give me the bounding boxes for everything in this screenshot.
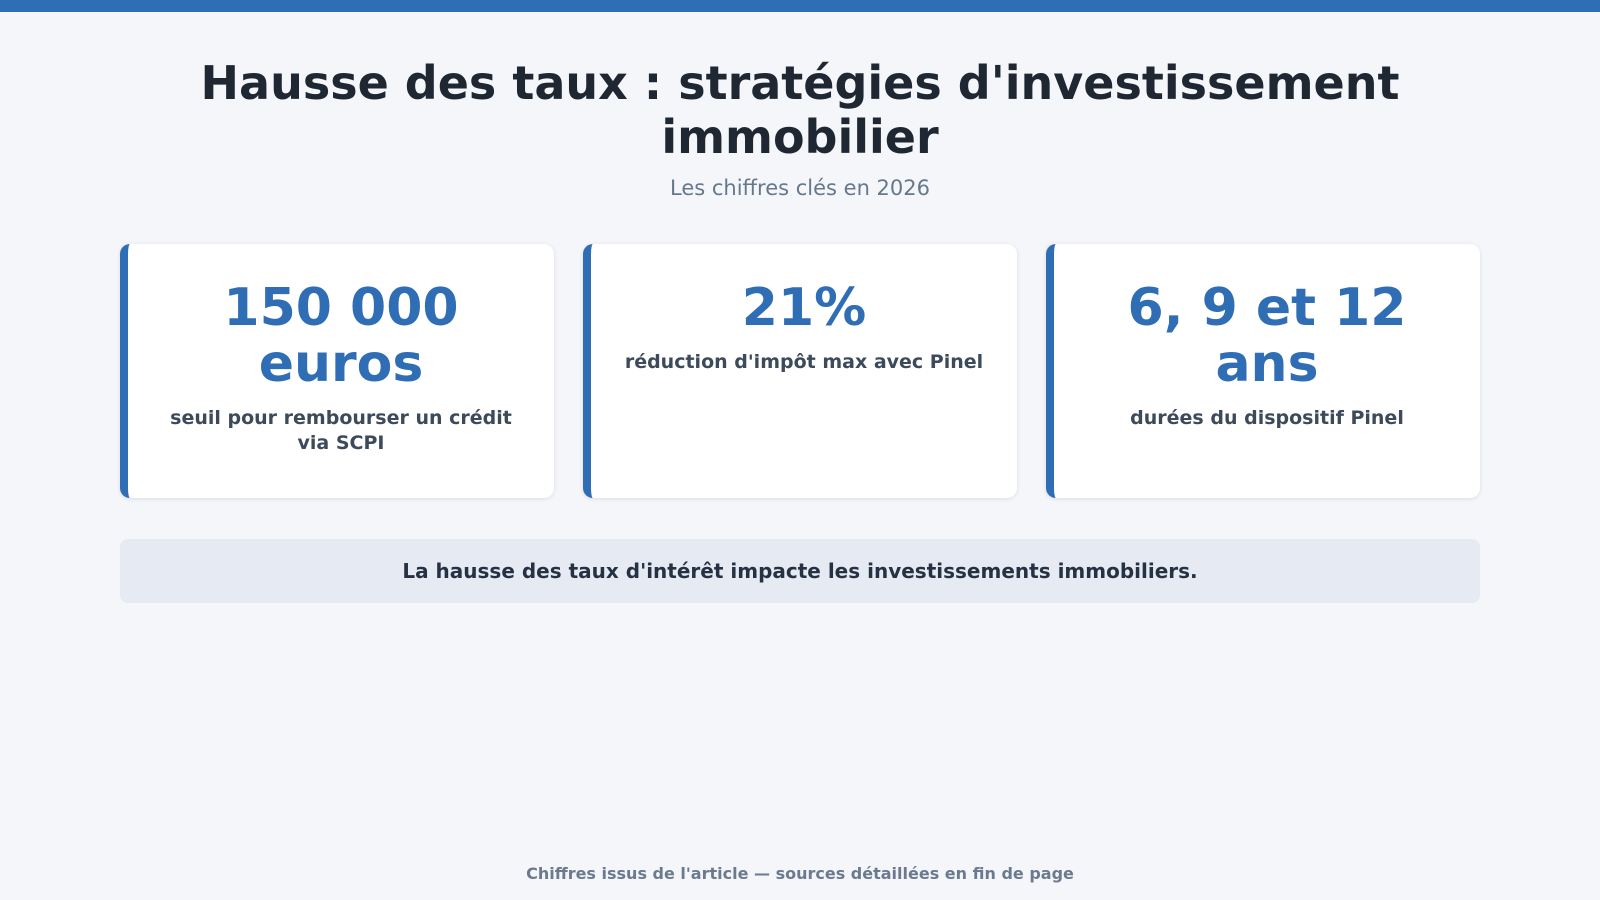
- page-subtitle: Les chiffres clés en 2026: [670, 176, 930, 200]
- page-header: Hausse des taux : stratégies d'investiss…: [0, 56, 1600, 202]
- stat-card-pinel-durations: 6, 9 et 12 ans durées du dispositif Pine…: [1046, 244, 1480, 498]
- stat-label: durées du dispositif Pinel: [1130, 407, 1404, 429]
- stat-label: seuil pour rembourser un crédit via SCPI: [170, 407, 512, 454]
- stat-value: 6, 9 et 12 ans: [1127, 278, 1407, 394]
- stat-label: réduction d'impôt max avec Pinel: [624, 351, 984, 373]
- footer-note: Chiffres issus de l'article — sources dé…: [526, 864, 1074, 883]
- summary-banner: La hausse des taux d'intérêt impacte les…: [120, 539, 1480, 603]
- page-title: Hausse des taux : stratégies d'investiss…: [200, 56, 1400, 164]
- stat-card-pinel-reduction: 21% réduction d'impôt max avec Pinel: [583, 244, 1017, 498]
- stat-value: 150 000 euros: [223, 278, 459, 394]
- summary-text: La hausse des taux d'intérêt impacte les…: [402, 559, 1198, 583]
- stat-value: 21%: [741, 278, 867, 338]
- top-accent-bar: [0, 0, 1600, 12]
- key-figures: 150 000 euros seuil pour rembourser un c…: [120, 244, 1480, 498]
- stat-card-scpi: 150 000 euros seuil pour rembourser un c…: [120, 244, 554, 498]
